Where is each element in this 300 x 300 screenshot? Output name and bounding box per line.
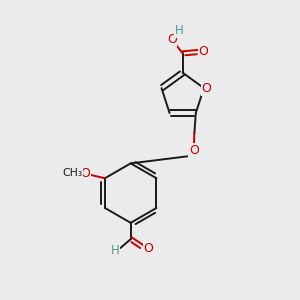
Text: O: O bbox=[167, 33, 177, 46]
Text: H: H bbox=[175, 24, 183, 37]
Text: O: O bbox=[201, 82, 211, 95]
Text: O: O bbox=[144, 242, 154, 256]
Text: CH₃: CH₃ bbox=[62, 169, 82, 178]
Text: O: O bbox=[80, 167, 90, 180]
Text: H: H bbox=[111, 244, 119, 257]
Text: O: O bbox=[199, 45, 208, 58]
Text: O: O bbox=[189, 144, 199, 157]
